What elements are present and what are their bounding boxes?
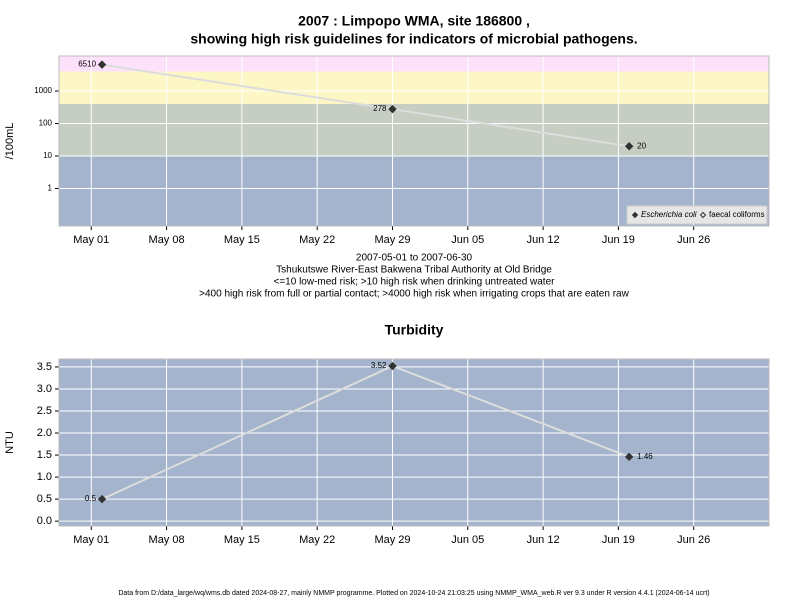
data-point bbox=[624, 452, 634, 462]
y-tick-label: 1 bbox=[48, 184, 53, 193]
x-tick-label: May 08 bbox=[149, 234, 185, 246]
chart-title: 2007 : Limpopo WMA, site 186800 , bbox=[298, 13, 530, 29]
x-tick-label: May 08 bbox=[149, 534, 185, 546]
chart-note: <=10 low-med risk; >10 high risk when dr… bbox=[274, 277, 556, 288]
x-tick-label: May 29 bbox=[374, 534, 410, 546]
x-tick-label: May 22 bbox=[299, 234, 335, 246]
x-tick-label: May 22 bbox=[299, 534, 335, 546]
y-axis-label: NTU bbox=[4, 431, 16, 454]
x-tick-label: May 15 bbox=[224, 534, 260, 546]
data-point bbox=[388, 361, 397, 371]
legend-box bbox=[626, 205, 768, 225]
data-point bbox=[97, 60, 107, 69]
y-tick-label: 2.0 bbox=[37, 427, 52, 439]
data-label: 20 bbox=[637, 141, 646, 150]
plot-frame bbox=[58, 358, 770, 527]
x-tick-label: Jun 12 bbox=[527, 234, 560, 246]
y-tick-label: 0.0 bbox=[37, 515, 52, 527]
x-tick-label: May 01 bbox=[73, 234, 109, 246]
x-tick-label: Jun 19 bbox=[602, 234, 635, 246]
plot-frame bbox=[58, 55, 770, 227]
x-tick-label: Jun 26 bbox=[677, 234, 710, 246]
risk-band bbox=[59, 56, 769, 72]
data-label: 278 bbox=[373, 104, 387, 113]
legend-marker bbox=[699, 211, 707, 219]
chart-title: showing high risk guidelines for indicat… bbox=[190, 31, 637, 47]
y-tick-label: 1000 bbox=[34, 86, 52, 95]
legend-label: Escherichia coli bbox=[641, 210, 697, 219]
y-tick-label: 10 bbox=[43, 151, 52, 160]
data-label: 3.52 bbox=[371, 361, 387, 370]
y-tick-label: 100 bbox=[39, 119, 53, 128]
y-axis-label: /100mL bbox=[4, 123, 16, 160]
data-point bbox=[388, 104, 397, 114]
chart-title: Turbidity bbox=[385, 322, 444, 338]
data-point bbox=[97, 494, 107, 504]
y-tick-label: 0.5 bbox=[37, 493, 52, 505]
data-label: 0.5 bbox=[85, 494, 97, 503]
x-tick-label: Jun 05 bbox=[451, 534, 484, 546]
data-label: 1.46 bbox=[637, 452, 653, 461]
y-tick-label: 3.5 bbox=[37, 361, 52, 373]
chart-note: >400 high risk from full or partial cont… bbox=[199, 289, 629, 300]
x-tick-label: Jun 12 bbox=[527, 534, 560, 546]
plot-background bbox=[59, 359, 769, 526]
x-tick-label: Jun 19 bbox=[602, 534, 635, 546]
x-tick-label: May 29 bbox=[374, 234, 410, 246]
chart-note: Tshukutswe River-East Bakwena Tribal Aut… bbox=[276, 265, 552, 276]
footer: Data from D:/data_large/wq/wms.db dated … bbox=[118, 590, 709, 597]
data-label: 6510 bbox=[78, 60, 96, 69]
legend-marker bbox=[631, 211, 639, 219]
risk-band bbox=[59, 71, 769, 104]
y-tick-label: 2.5 bbox=[37, 405, 52, 417]
x-tick-label: May 01 bbox=[73, 534, 109, 546]
y-tick-label: 1.0 bbox=[37, 471, 52, 483]
x-tick-label: May 15 bbox=[224, 234, 260, 246]
data-point bbox=[624, 142, 634, 151]
chart-note: 2007-05-01 to 2007-06-30 bbox=[356, 253, 473, 264]
legend-label: faecal coliforms bbox=[709, 210, 765, 219]
y-tick-label: 3.0 bbox=[37, 383, 52, 395]
x-tick-label: Jun 05 bbox=[451, 234, 484, 246]
x-tick-label: Jun 26 bbox=[677, 534, 710, 546]
y-tick-label: 1.5 bbox=[37, 449, 52, 461]
